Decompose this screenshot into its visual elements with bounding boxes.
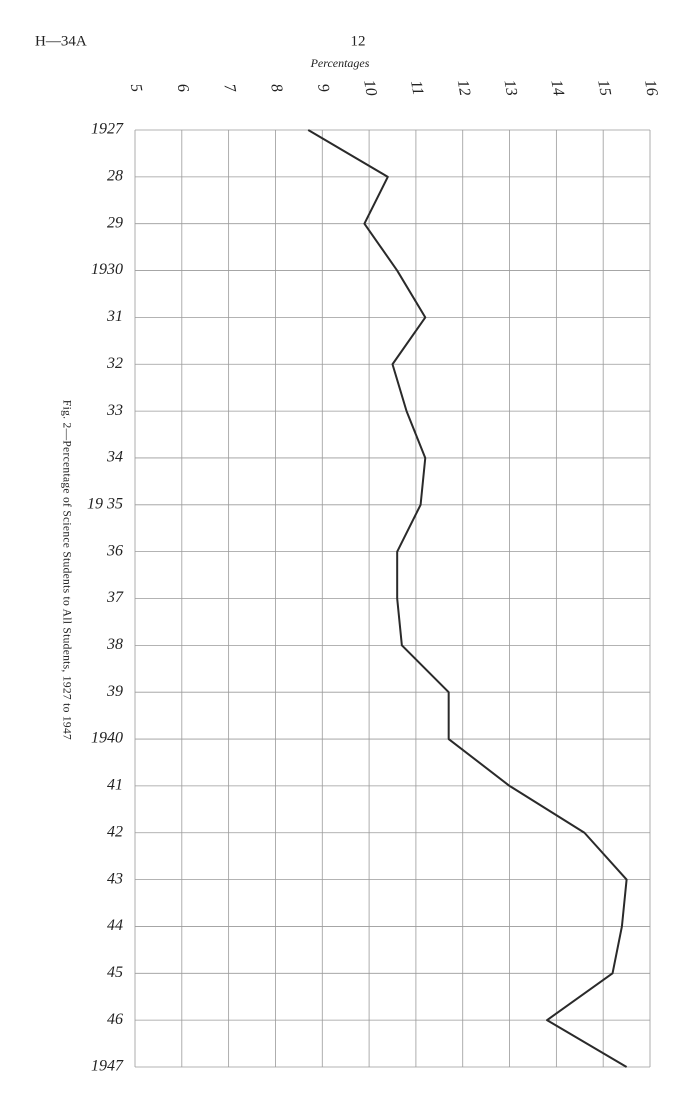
y-tick-label: 39	[106, 683, 123, 700]
y-tick-label: 43	[107, 870, 123, 887]
y-tick-label: 37	[106, 589, 124, 606]
figure-caption: Fig. 2—Percentage of Science Students to…	[60, 400, 72, 740]
x-tick-label: 13	[501, 79, 521, 98]
x-tick-label: 8	[267, 82, 285, 93]
x-tick-label: 12	[454, 79, 474, 98]
x-tick-label: 14	[547, 79, 567, 98]
x-tick-label: 15	[594, 79, 614, 98]
y-tick-label: 32	[106, 355, 123, 372]
x-tick-label: 11	[407, 79, 426, 97]
y-tick-label: 46	[107, 1011, 123, 1028]
y-tick-label: 34	[106, 449, 123, 466]
y-tick-label: 41	[107, 777, 123, 794]
y-tick-label: 28	[107, 168, 123, 185]
data-line	[307, 129, 628, 1068]
y-tick-label: 29	[107, 214, 123, 231]
y-tick-label: 1927	[91, 121, 124, 138]
x-axis-label: Percentages	[310, 56, 370, 70]
x-tick-label: 5	[127, 82, 145, 93]
y-tick-label: 33	[106, 402, 123, 419]
x-tick-label: 16	[641, 79, 661, 98]
y-tick-label: 19 35	[87, 495, 123, 512]
y-tick-label: 42	[107, 823, 123, 840]
y-tick-label: 36	[106, 542, 123, 559]
page-number: 12	[351, 33, 366, 49]
y-tick-label: 44	[107, 917, 123, 934]
y-tick-label: 45	[107, 964, 123, 981]
x-tick-label: 9	[314, 82, 332, 93]
y-tick-label: 38	[106, 636, 123, 653]
x-tick-label: 7	[220, 82, 238, 94]
x-tick-label: 6	[174, 82, 192, 93]
page-reference: H—34A	[35, 33, 87, 49]
x-tick-label: 10	[360, 79, 380, 98]
y-tick-label: 31	[106, 308, 123, 325]
y-tick-label: 1947	[91, 1058, 124, 1075]
y-tick-label: 1930	[91, 261, 123, 278]
y-tick-label: 1940	[91, 730, 123, 747]
